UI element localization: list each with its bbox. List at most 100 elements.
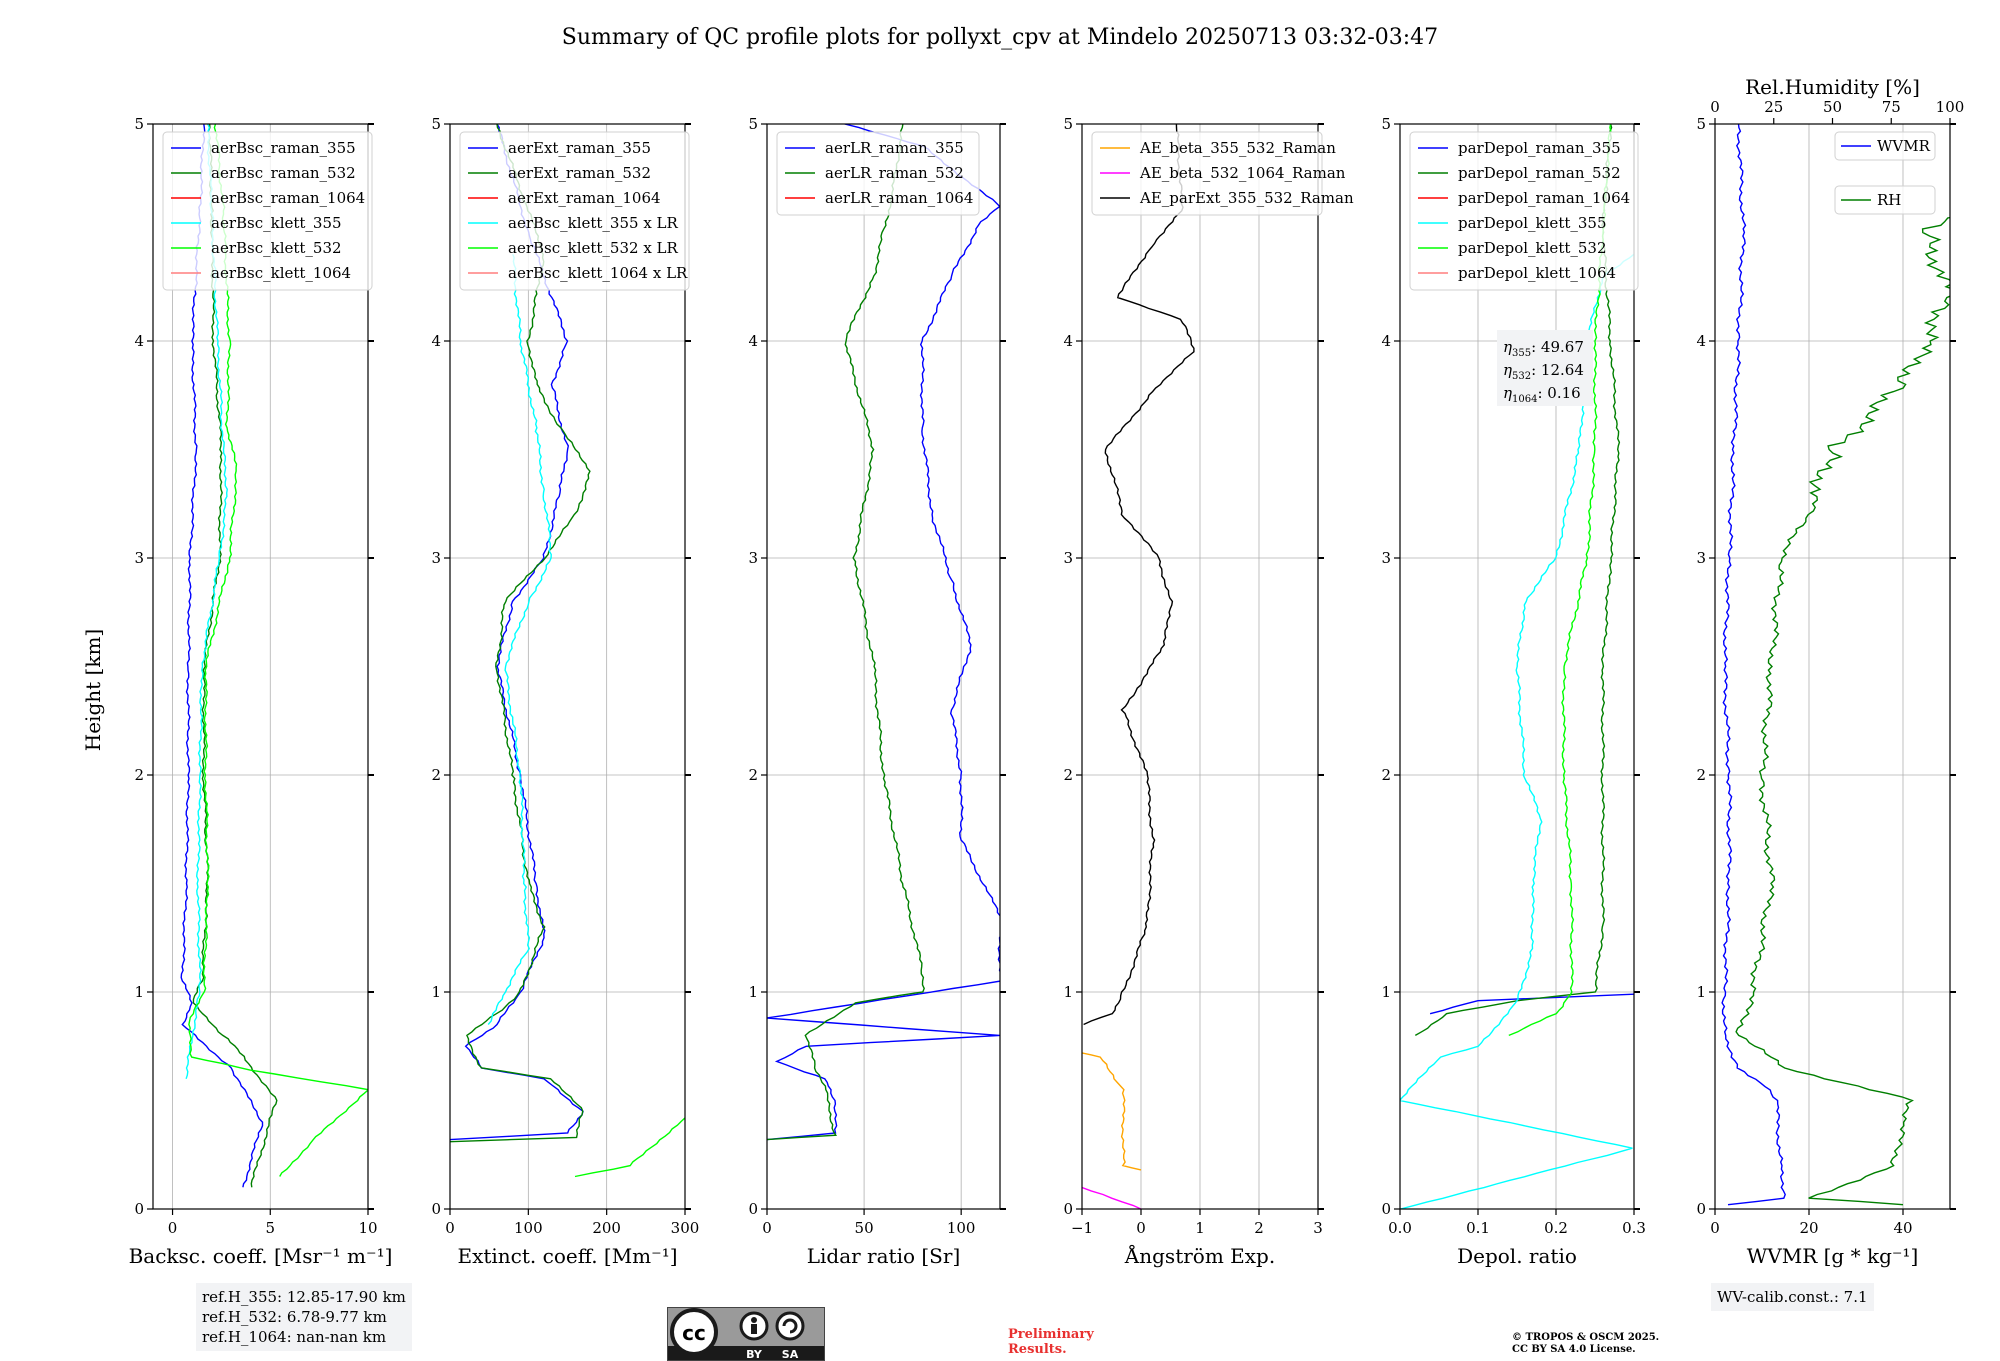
legend-box [1834, 185, 1936, 215]
x-axis-label: Depol. ratio [1457, 1244, 1577, 1268]
legend-label: parDepol_klett_532 [1458, 239, 1607, 257]
legend-label: aerLR_raman_532 [825, 164, 964, 182]
plot-frame [152, 123, 369, 1210]
legend-label: aerBsc_raman_532 [211, 164, 356, 182]
plot-frame [449, 123, 686, 1210]
series-line-aerBsc_raman_355 [180, 124, 264, 1188]
x-axis-label: Backsc. coeff. [Msr⁻¹ m⁻¹] [129, 1244, 393, 1268]
wv-calib-box: WV-calib.const.: 7.1 [1711, 1283, 1874, 1311]
x-tick-label: 300 [671, 1219, 700, 1237]
cc-text: cc [682, 1321, 706, 1345]
top-axis-label: Rel.Humidity [%] [1745, 75, 1920, 99]
refh-box: ref.H_355: 12.85-17.90 km ref.H_532: 6.7… [196, 1283, 412, 1351]
x-tick-label: 100 [514, 1219, 543, 1237]
legend-label: aerBsc_raman_355 [211, 139, 356, 157]
plot-frame [1714, 123, 1951, 1210]
y-tick-label: 2 [1063, 766, 1073, 784]
by-person-head [751, 1317, 757, 1323]
x-tick-label: 20 [1799, 1219, 1818, 1237]
wv-calib-text: WV-calib.const.: 7.1 [1717, 1288, 1868, 1306]
y-tick-label: 1 [748, 983, 758, 1001]
legend-label: parDepol_raman_532 [1458, 164, 1621, 182]
y-tick-label: 0 [134, 1200, 144, 1218]
y-tick-label: 5 [431, 115, 441, 133]
y-tick-label: 0 [1696, 1200, 1706, 1218]
legend-box [776, 131, 980, 216]
series-line-aerBsc_klett_532 [188, 124, 368, 1177]
x-tick-label: 1 [1195, 1219, 1205, 1237]
refh-1064: ref.H_1064: nan-nan km [202, 1328, 387, 1346]
series-line-aerBsc_klett_355 x LR [487, 253, 552, 1025]
x-axis-label: Ångström Exp. [1124, 1243, 1275, 1268]
legend-label: aerBsc_klett_355 x LR [508, 214, 679, 232]
y-tick-label: 1 [1696, 983, 1706, 1001]
y-axis-label: Height [km] [81, 629, 105, 751]
legend-label: parDepol_klett_355 [1458, 214, 1607, 232]
legend-label: aerBsc_klett_355 [211, 214, 342, 232]
y-tick-label: 3 [1696, 549, 1706, 567]
y-tick-label: 4 [748, 332, 758, 350]
x-tick-label: 0.1 [1466, 1219, 1490, 1237]
y-tick-label: 1 [134, 983, 144, 1001]
legend-box [162, 131, 373, 291]
series-line-WVMR [1721, 124, 1786, 1206]
legend-label: aerBsc_klett_1064 x LR [508, 264, 688, 282]
top-x-tick-label: 100 [1936, 98, 1965, 116]
series-line-parDepol_klett_355 [1400, 253, 1634, 1209]
x-tick-label: −1 [1071, 1219, 1093, 1237]
copyright-note: © TROPOS & OSCM 2025. CC BY SA 4.0 Licen… [1512, 1332, 1659, 1356]
plot-frame [766, 123, 1001, 1210]
sa-arrow [782, 1318, 798, 1334]
top-x-tick-label: 50 [1823, 98, 1842, 116]
y-tick-label: 4 [1696, 332, 1706, 350]
preliminary-line-2: Results. [1008, 1342, 1067, 1357]
refh-355: ref.H_355: 12.85-17.90 km [202, 1288, 406, 1306]
cc-by-sa-badge: cc BY SA [667, 1307, 825, 1361]
x-tick-label: 0 [762, 1219, 772, 1237]
x-tick-label: 100 [947, 1219, 976, 1237]
x-axis-label: Extinct. coeff. [Mm⁻¹] [457, 1244, 677, 1268]
cc-by-text: BY [746, 1348, 763, 1361]
top-x-tick-label: 25 [1764, 98, 1783, 116]
legend-label: aerBsc_raman_1064 [211, 189, 365, 207]
series-line-aerLR_raman_532 [767, 124, 925, 1141]
panel-5: 0 1 2 3 4 5 0.0 0.1 0.2 0.3 Depol. ratio parDepol_r… [1381, 115, 1645, 1268]
y-tick-label: 3 [1381, 549, 1391, 567]
legend-label: aerExt_raman_355 [508, 139, 651, 157]
legend-label: AE_beta_532_1064_Raman [1139, 164, 1346, 182]
preliminary-line-1: Preliminary [1008, 1327, 1094, 1342]
y-tick-label: 2 [431, 766, 441, 784]
x-tick-label: 10 [358, 1219, 377, 1237]
copyright-line-2: CC BY SA 4.0 License. [1512, 1344, 1636, 1355]
cc-badge-graphic: cc BY SA [668, 1308, 824, 1361]
panel-2: 0 1 2 3 4 5 0 100 200 300 Extinct. coeff. [Mm⁻¹] ae… [431, 115, 699, 1268]
x-tick-label: 0 [1136, 1219, 1146, 1237]
figure-title: Summary of QC profile plots for pollyxt_… [562, 25, 1438, 50]
series-line-AE_beta_355_532_Raman [1082, 1052, 1142, 1171]
legend-label: parDepol_raman_355 [1458, 139, 1621, 157]
y-tick-label: 1 [1063, 983, 1073, 1001]
legend-label: aerBsc_klett_532 x LR [508, 239, 679, 257]
eta-line: η355: 49.67 [1503, 338, 1584, 359]
series-line-AE_beta_532_1064_Raman [1082, 1186, 1142, 1209]
legend-box [459, 131, 690, 291]
series-line-aerLR_raman_355 [767, 124, 1000, 1141]
preliminary-results: Preliminary Results. [1008, 1327, 1094, 1357]
x-axis-label: Lidar ratio [Sr] [807, 1244, 961, 1268]
series-line-aerBsc_raman_532 [192, 124, 278, 1188]
y-tick-label: 0 [431, 1200, 441, 1218]
legend-label: AE_beta_355_532_Raman [1139, 139, 1336, 157]
top-x-tick-label: 0 [1710, 98, 1720, 116]
y-tick-label: 4 [1381, 332, 1391, 350]
x-tick-label: 2 [1254, 1219, 1264, 1237]
legend-label: aerExt_raman_1064 [508, 189, 661, 207]
series-line-RH [1735, 216, 1950, 1206]
y-tick-label: 2 [1696, 766, 1706, 784]
panel-1: 0 1 2 3 4 5 0 5 10 Backsc. coeff. [Msr⁻¹ m⁻¹] aerB… [129, 115, 393, 1268]
eta-line: η532: 12.64 [1503, 361, 1584, 382]
x-tick-label: 0.3 [1622, 1219, 1646, 1237]
x-tick-label: 0 [168, 1219, 178, 1237]
y-tick-label: 5 [748, 115, 758, 133]
y-tick-label: 4 [431, 332, 441, 350]
